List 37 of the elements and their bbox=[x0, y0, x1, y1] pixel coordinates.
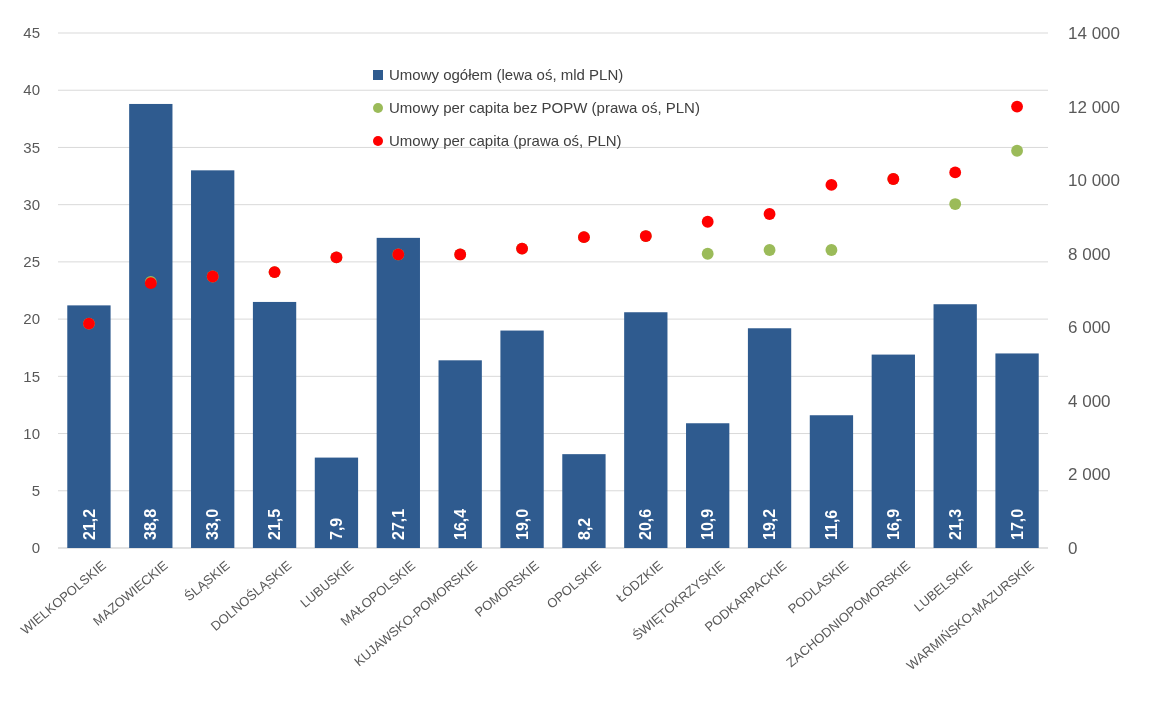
data-label: 11,6 bbox=[823, 509, 841, 540]
legend-label: Umowy per capita bez POPW (prawa oś, PLN) bbox=[389, 99, 700, 117]
data-label: 38,8 bbox=[142, 508, 160, 540]
y-tick-label: 10 bbox=[23, 424, 40, 442]
data-label: 16,9 bbox=[884, 508, 902, 540]
data-label: 20,6 bbox=[637, 508, 655, 540]
y-tick-label: 15 bbox=[23, 367, 40, 385]
y-tick-label: 5 bbox=[31, 482, 40, 500]
y-tick-label: 45 bbox=[23, 24, 40, 42]
data-label: 19,2 bbox=[761, 508, 779, 540]
y-tick-label: 20 bbox=[23, 310, 40, 328]
y2-tick-label: 4 000 bbox=[1068, 391, 1111, 411]
data-label: 17,0 bbox=[1008, 508, 1026, 540]
y-tick-label: 30 bbox=[23, 195, 40, 213]
y2-tick-label: 14 000 bbox=[1068, 23, 1120, 43]
data-label: 16,4 bbox=[451, 508, 469, 540]
y2-tick-label: 12 000 bbox=[1068, 97, 1120, 117]
data-label: 21,3 bbox=[946, 508, 964, 540]
y-tick-label: 25 bbox=[23, 253, 40, 271]
y2-tick-label: 2 000 bbox=[1068, 465, 1111, 485]
y2-tick-label: 10 000 bbox=[1068, 171, 1120, 191]
y-tick-label: 35 bbox=[23, 138, 40, 156]
y2-tick-label: 6 000 bbox=[1068, 318, 1111, 338]
data-label: 7,9 bbox=[328, 517, 346, 540]
data-label: 19,0 bbox=[513, 508, 531, 540]
data-label: 8,2 bbox=[575, 517, 593, 540]
legend-label: Umowy ogółem (lewa oś, mld PLN) bbox=[389, 66, 624, 84]
data-label: 21,5 bbox=[266, 508, 284, 540]
legend-label: Umowy per capita (prawa oś, PLN) bbox=[389, 132, 622, 150]
data-label: 33,0 bbox=[204, 508, 222, 540]
data-label: 10,9 bbox=[699, 508, 717, 540]
data-label: 27,1 bbox=[389, 508, 407, 540]
y2-tick-label: 0 bbox=[1068, 538, 1078, 558]
data-label: 21,2 bbox=[80, 508, 98, 540]
y-tick-label: 40 bbox=[23, 81, 40, 99]
y-tick-label: 0 bbox=[31, 539, 40, 557]
y2-tick-label: 8 000 bbox=[1068, 244, 1111, 264]
